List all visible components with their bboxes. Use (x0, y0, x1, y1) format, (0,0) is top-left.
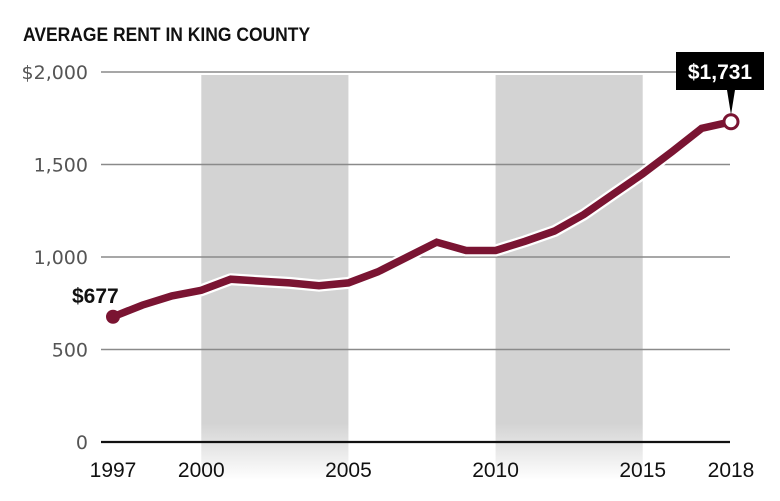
callout-pointer (727, 90, 735, 115)
y-tick-label: $2,000 (22, 62, 88, 84)
x-tick-label: 2010 (472, 459, 519, 482)
x-axis-ticks: 1997 2000 2005 2010 2015 2018 (90, 459, 755, 482)
y-tick-label: 1,500 (34, 155, 88, 177)
start-value-label: $677 (72, 285, 119, 308)
y-tick-label: 1,000 (34, 247, 88, 269)
end-value-label: $1,731 (688, 61, 753, 84)
y-axis-ticks: $2,000 1,500 1,000 500 0 (22, 62, 88, 454)
annotations: $677 $1,731 (72, 52, 764, 324)
rent-line (111, 118, 732, 321)
y-tick-label: 0 (76, 432, 88, 454)
x-tick-label: 1997 (90, 459, 137, 482)
y-tick-label: 500 (52, 340, 88, 362)
x-tick-label: 2000 (178, 459, 225, 482)
end-point-marker (722, 113, 740, 131)
x-tick-label: 2005 (325, 459, 372, 482)
shaded-band-2010-2015 (495, 75, 643, 480)
end-value-callout (676, 52, 764, 90)
x-tick-label: 2018 (708, 459, 755, 482)
start-point-marker (106, 309, 120, 324)
rent-line-series (107, 115, 737, 323)
chart-title: AVERAGE RENT IN KING COUNTY (23, 25, 311, 46)
x-tick-label: 2015 (619, 459, 666, 482)
